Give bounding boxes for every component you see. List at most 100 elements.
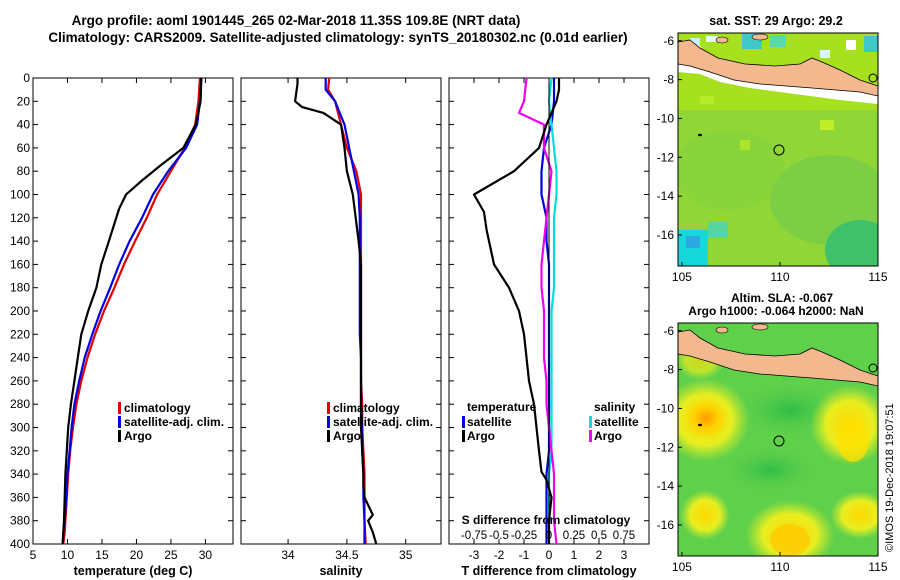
depth-tick-label: 400 bbox=[10, 537, 30, 551]
sla-map bbox=[678, 323, 878, 556]
depth-tick-label: 280 bbox=[10, 397, 30, 411]
secondary-tick-label: 0.75 bbox=[613, 530, 635, 542]
legend-temperature-swatch bbox=[462, 416, 465, 428]
depth-tick-label: 360 bbox=[10, 490, 30, 504]
depth-tick-label: 40 bbox=[17, 118, 31, 132]
sst_map-x-tick-label: 105 bbox=[672, 270, 692, 284]
temp-legend-label: Argo bbox=[124, 429, 152, 443]
sla_map-y-tick-label: -6 bbox=[663, 324, 674, 338]
secondary-tick-label: -0.75 bbox=[461, 530, 487, 542]
secondary-tick-label: -0.5 bbox=[489, 530, 509, 542]
diff-x-tick-label: -3 bbox=[469, 548, 480, 562]
sla_map-y-tick-label: -14 bbox=[657, 479, 675, 493]
sst-map-title: sat. SST: 29 Argo: 29.2 bbox=[709, 14, 843, 28]
sst-map-axes: 105 110 115 -6 -8 -10 -12 -14 -16 bbox=[657, 34, 888, 284]
legend-temperature-label: satellite bbox=[467, 415, 512, 429]
secondary-tick-label: 0 bbox=[546, 530, 552, 542]
sla_map-x-tick-label: 115 bbox=[868, 560, 887, 574]
depth-tick-label: 0 bbox=[23, 71, 30, 85]
legend-temperature-title: temperature bbox=[467, 400, 537, 414]
figure-title-line2: Climatology: CARS2009. Satellite-adjuste… bbox=[48, 30, 627, 45]
temp-x-tick-label: 15 bbox=[95, 548, 109, 562]
depth-tick-label: 60 bbox=[17, 141, 31, 155]
sal-x-tick-label: 35 bbox=[399, 548, 413, 562]
diff-x-tick-label: 2 bbox=[596, 548, 603, 562]
temp-frame bbox=[32, 77, 234, 545]
sal-series-argo bbox=[294, 78, 378, 545]
temp-x-tick-label: 25 bbox=[164, 548, 178, 562]
sal-legend-swatch bbox=[327, 430, 330, 442]
sst-map bbox=[678, 33, 878, 266]
secondary-tick-label: 0.5 bbox=[591, 530, 607, 542]
depth-tick-label: 320 bbox=[10, 444, 30, 458]
temp-series-climatology bbox=[62, 77, 201, 545]
figure-title-line1: Argo profile: aoml 1901445_265 02-Mar-20… bbox=[72, 13, 521, 28]
sal-legend-swatch bbox=[327, 416, 330, 428]
sla-map-axes: 105 110 115 -6 -8 -10 -12 -14 -16 bbox=[657, 324, 888, 574]
depth-tick-label: 120 bbox=[10, 211, 30, 225]
sla_map-y-tick-label: -16 bbox=[657, 518, 675, 532]
sal-legend-swatch bbox=[327, 402, 330, 414]
temp-series-argo bbox=[61, 77, 203, 545]
depth-tick-label: 300 bbox=[10, 421, 30, 435]
diff-x-tick-label: -1 bbox=[519, 548, 530, 562]
temp-x-tick-label: 5 bbox=[30, 548, 37, 562]
difference-panel: -3 -2 -1 0 1 2 3 T difference from climatology t… bbox=[448, 77, 650, 578]
sal-legend-label: climatology bbox=[333, 401, 400, 415]
sal-x-axis-label: salinity bbox=[319, 564, 362, 578]
sst_map-y-tick-label: -6 bbox=[663, 34, 674, 48]
temp-x-axis-label: temperature (deg C) bbox=[74, 564, 193, 578]
legend-salinity-title: salinity bbox=[594, 400, 636, 414]
secondary-tick-label: 0.25 bbox=[563, 530, 585, 542]
diff-x-axis-label: T difference from climatology bbox=[461, 564, 636, 578]
legend-temperature-label: Argo bbox=[467, 429, 495, 443]
legend-salinity-label: Argo bbox=[594, 429, 622, 443]
sal-legend-label: satellite-adj. clim. bbox=[333, 415, 433, 429]
depth-tick-label: 200 bbox=[10, 304, 30, 318]
sst_map-y-tick-label: -14 bbox=[657, 189, 675, 203]
sst_map-y-tick-label: -12 bbox=[657, 150, 675, 164]
legend-temperature-swatch bbox=[462, 430, 465, 442]
sla-map-title-line1: Altim. SLA: -0.067 bbox=[731, 291, 833, 305]
temp-x-tick-label: 20 bbox=[130, 548, 144, 562]
legend-salinity-swatch bbox=[589, 416, 592, 428]
temp-legend-swatch bbox=[118, 430, 121, 442]
sla-map-title-line2: Argo h1000: -0.064 h2000: NaN bbox=[688, 304, 863, 318]
salinity-panel: 34 34.5 35 salinity climatologysatellite-adj… bbox=[240, 77, 442, 578]
sla_map-x-tick-label: 105 bbox=[672, 560, 692, 574]
depth-tick-label: 20 bbox=[17, 94, 31, 108]
depth-tick-label: 140 bbox=[10, 234, 30, 248]
temp-x-tick-label: 30 bbox=[199, 548, 213, 562]
temp-legend-swatch bbox=[118, 402, 121, 414]
diff-series-t-argo bbox=[472, 78, 561, 544]
sal-x-tick-label: 34.5 bbox=[335, 548, 359, 562]
sst-float-marker bbox=[773, 144, 785, 156]
sla_map-x-tick-label: 110 bbox=[770, 560, 789, 574]
depth-tick-label: 380 bbox=[10, 514, 30, 528]
legend-salinity-swatch bbox=[589, 430, 592, 442]
sal-x-tick-label: 34 bbox=[281, 548, 295, 562]
depth-tick-label: 260 bbox=[10, 374, 30, 388]
depth-tick-label: 100 bbox=[10, 188, 30, 202]
depth-tick-label: 80 bbox=[17, 164, 31, 178]
temp-legend-label: climatology bbox=[124, 401, 191, 415]
depth-tick-label: 340 bbox=[10, 467, 30, 481]
sst_map-y-tick-label: -10 bbox=[657, 111, 675, 125]
diff-x-tick-label: 0 bbox=[546, 548, 553, 562]
depth-tick-label: 160 bbox=[10, 257, 30, 271]
diff-x-tick-label: 1 bbox=[571, 548, 578, 562]
sst_map-x-tick-label: 110 bbox=[770, 270, 789, 284]
sst_map-x-tick-label: 115 bbox=[868, 270, 887, 284]
depth-tick-label: 180 bbox=[10, 281, 30, 295]
temp-series-satellite-adj-clim bbox=[61, 77, 203, 545]
sla_map-y-tick-label: -10 bbox=[657, 401, 675, 415]
temperature-panel: 5 10 15 20 25 3002040608010012014016018020022… bbox=[10, 71, 234, 578]
diff-x-tick-label: -2 bbox=[494, 548, 505, 562]
legend-salinity-label: satellite bbox=[594, 415, 639, 429]
depth-tick-label: 220 bbox=[10, 327, 30, 341]
temp-legend-swatch bbox=[118, 416, 121, 428]
temp-legend-label: satellite-adj. clim. bbox=[124, 415, 224, 429]
diff-series-s-argo bbox=[517, 77, 558, 545]
sal-legend-label: Argo bbox=[333, 429, 361, 443]
